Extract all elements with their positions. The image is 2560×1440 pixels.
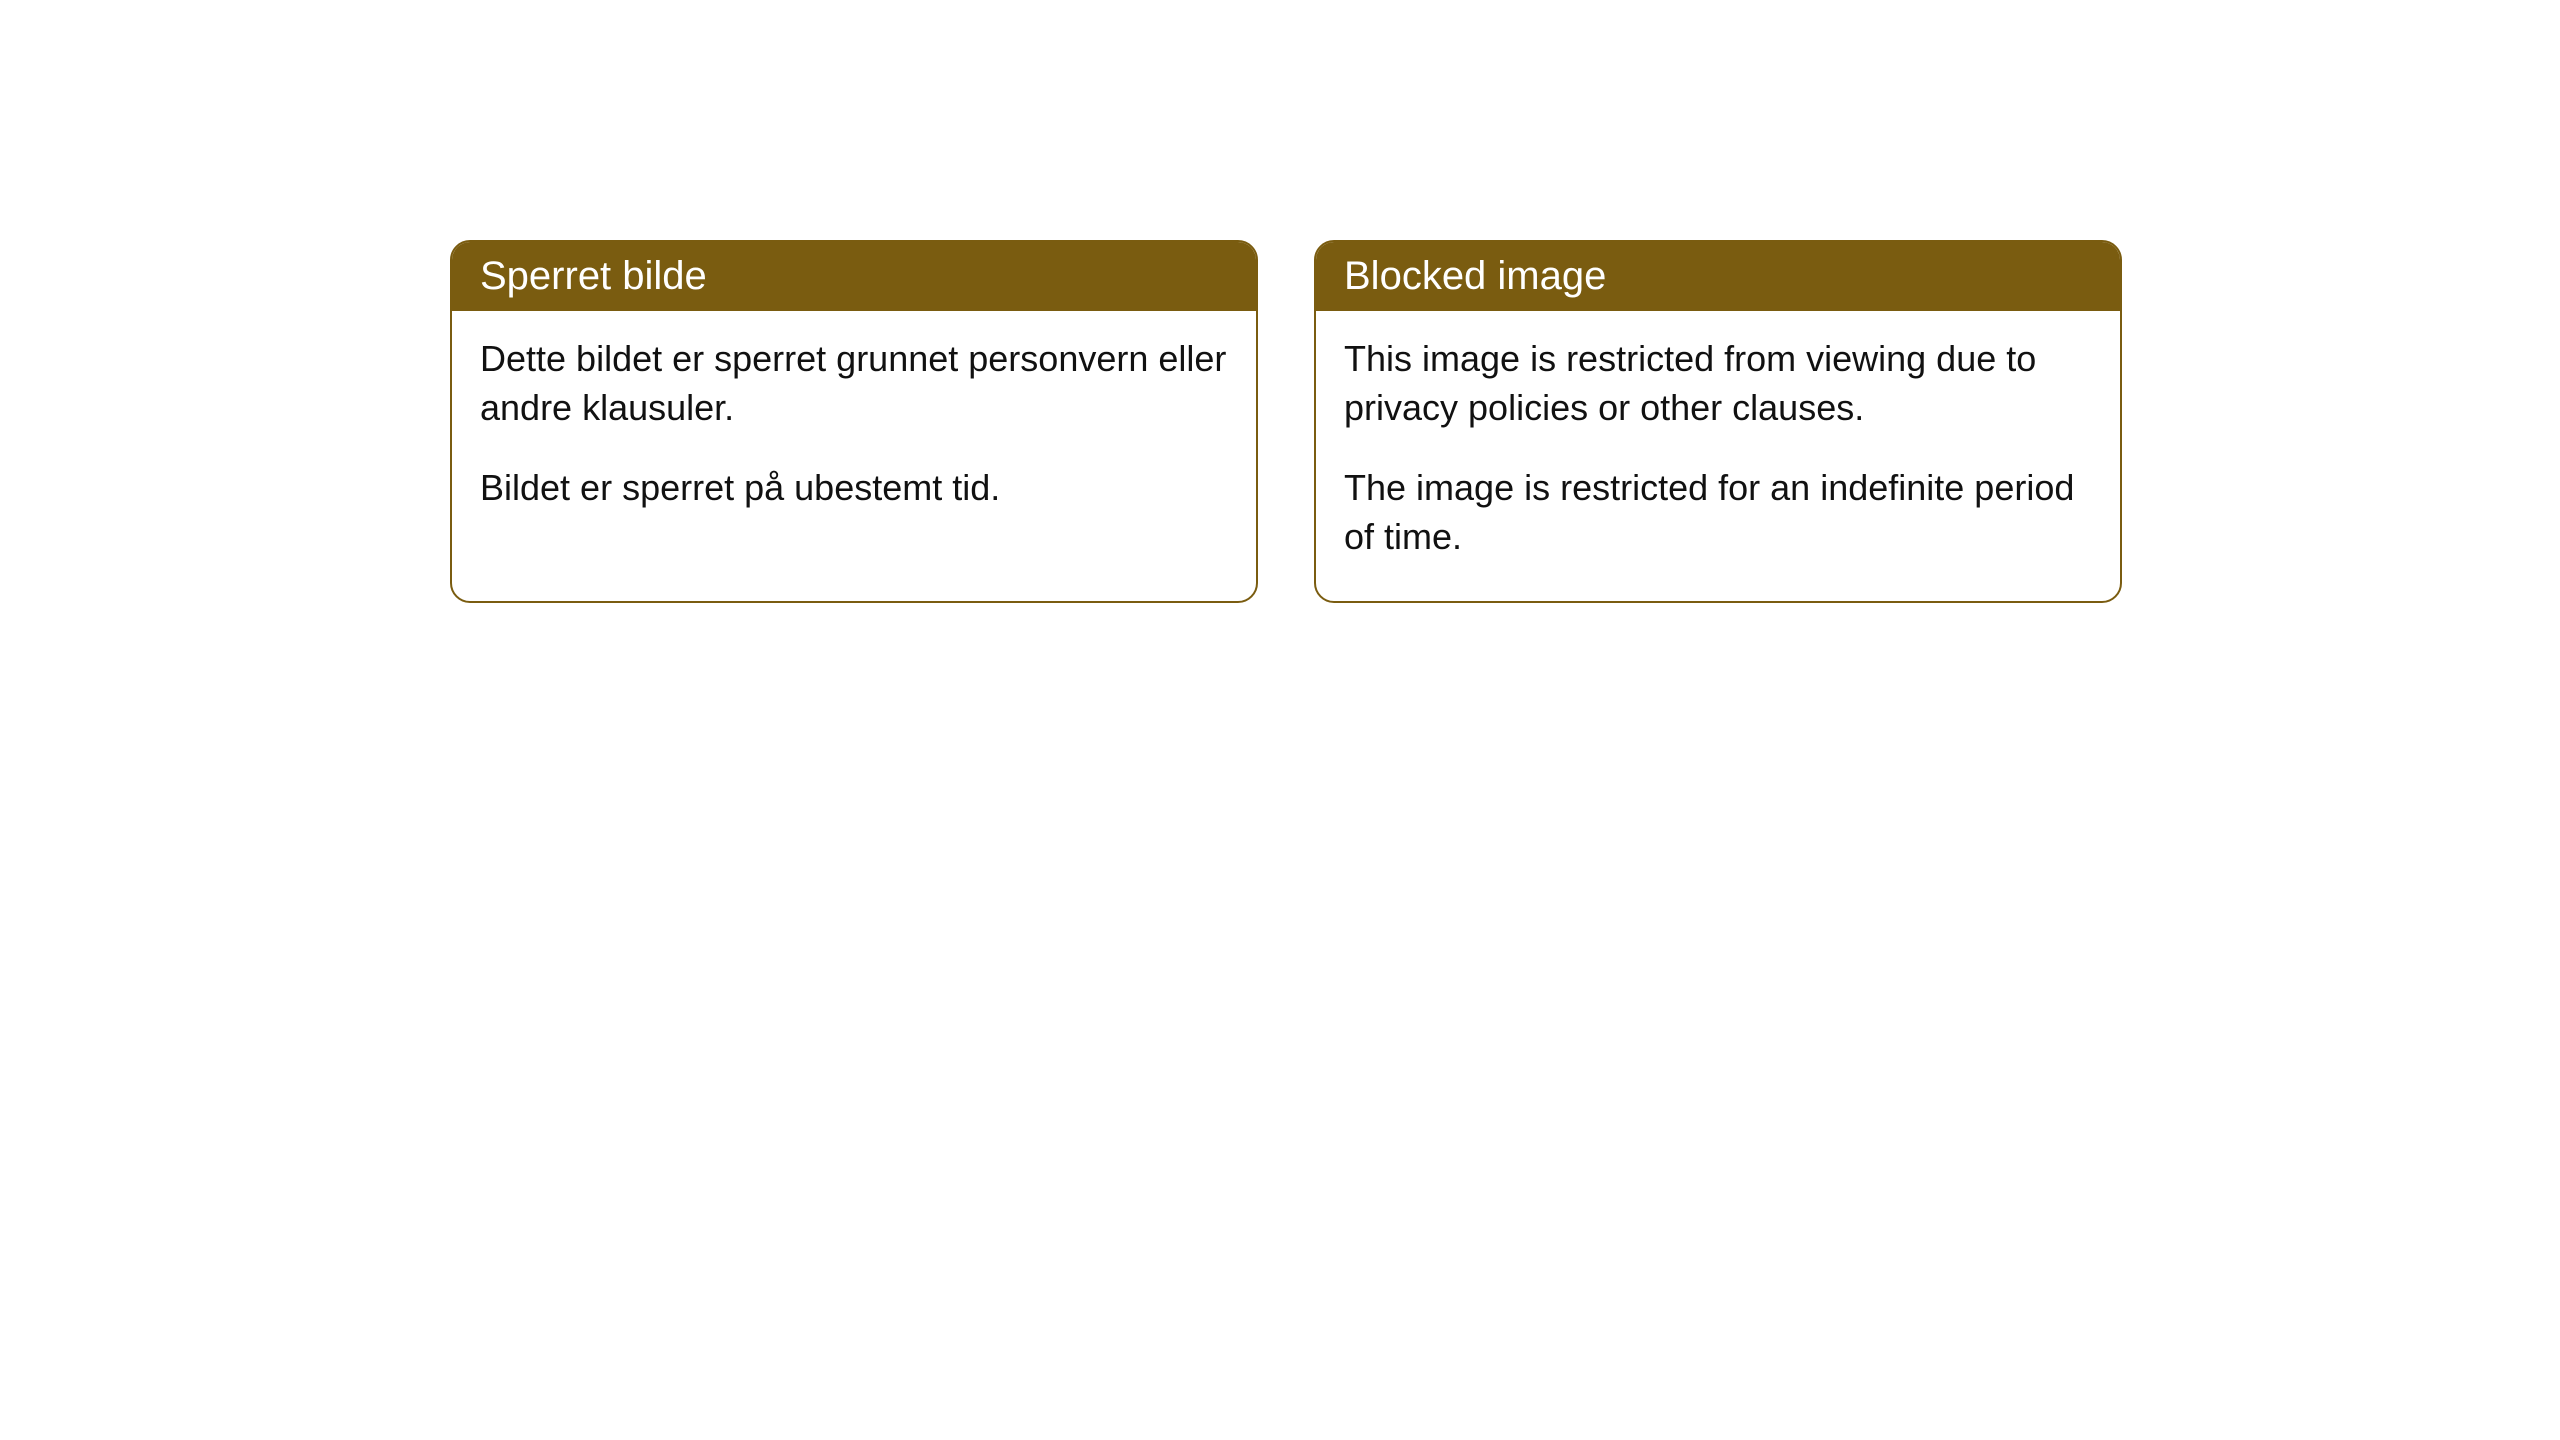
card-header: Blocked image bbox=[1316, 242, 2120, 311]
notice-cards-container: Sperret bilde Dette bildet er sperret gr… bbox=[450, 240, 2122, 603]
card-paragraph: The image is restricted for an indefinit… bbox=[1344, 464, 2092, 561]
card-paragraph: Bildet er sperret på ubestemt tid. bbox=[480, 464, 1228, 513]
card-paragraph: Dette bildet er sperret grunnet personve… bbox=[480, 335, 1228, 432]
card-header: Sperret bilde bbox=[452, 242, 1256, 311]
card-title: Sperret bilde bbox=[480, 254, 707, 298]
card-paragraph: This image is restricted from viewing du… bbox=[1344, 335, 2092, 432]
card-body: Dette bildet er sperret grunnet personve… bbox=[452, 311, 1256, 553]
card-title: Blocked image bbox=[1344, 254, 1606, 298]
notice-card-norwegian: Sperret bilde Dette bildet er sperret gr… bbox=[450, 240, 1258, 603]
notice-card-english: Blocked image This image is restricted f… bbox=[1314, 240, 2122, 603]
card-body: This image is restricted from viewing du… bbox=[1316, 311, 2120, 601]
